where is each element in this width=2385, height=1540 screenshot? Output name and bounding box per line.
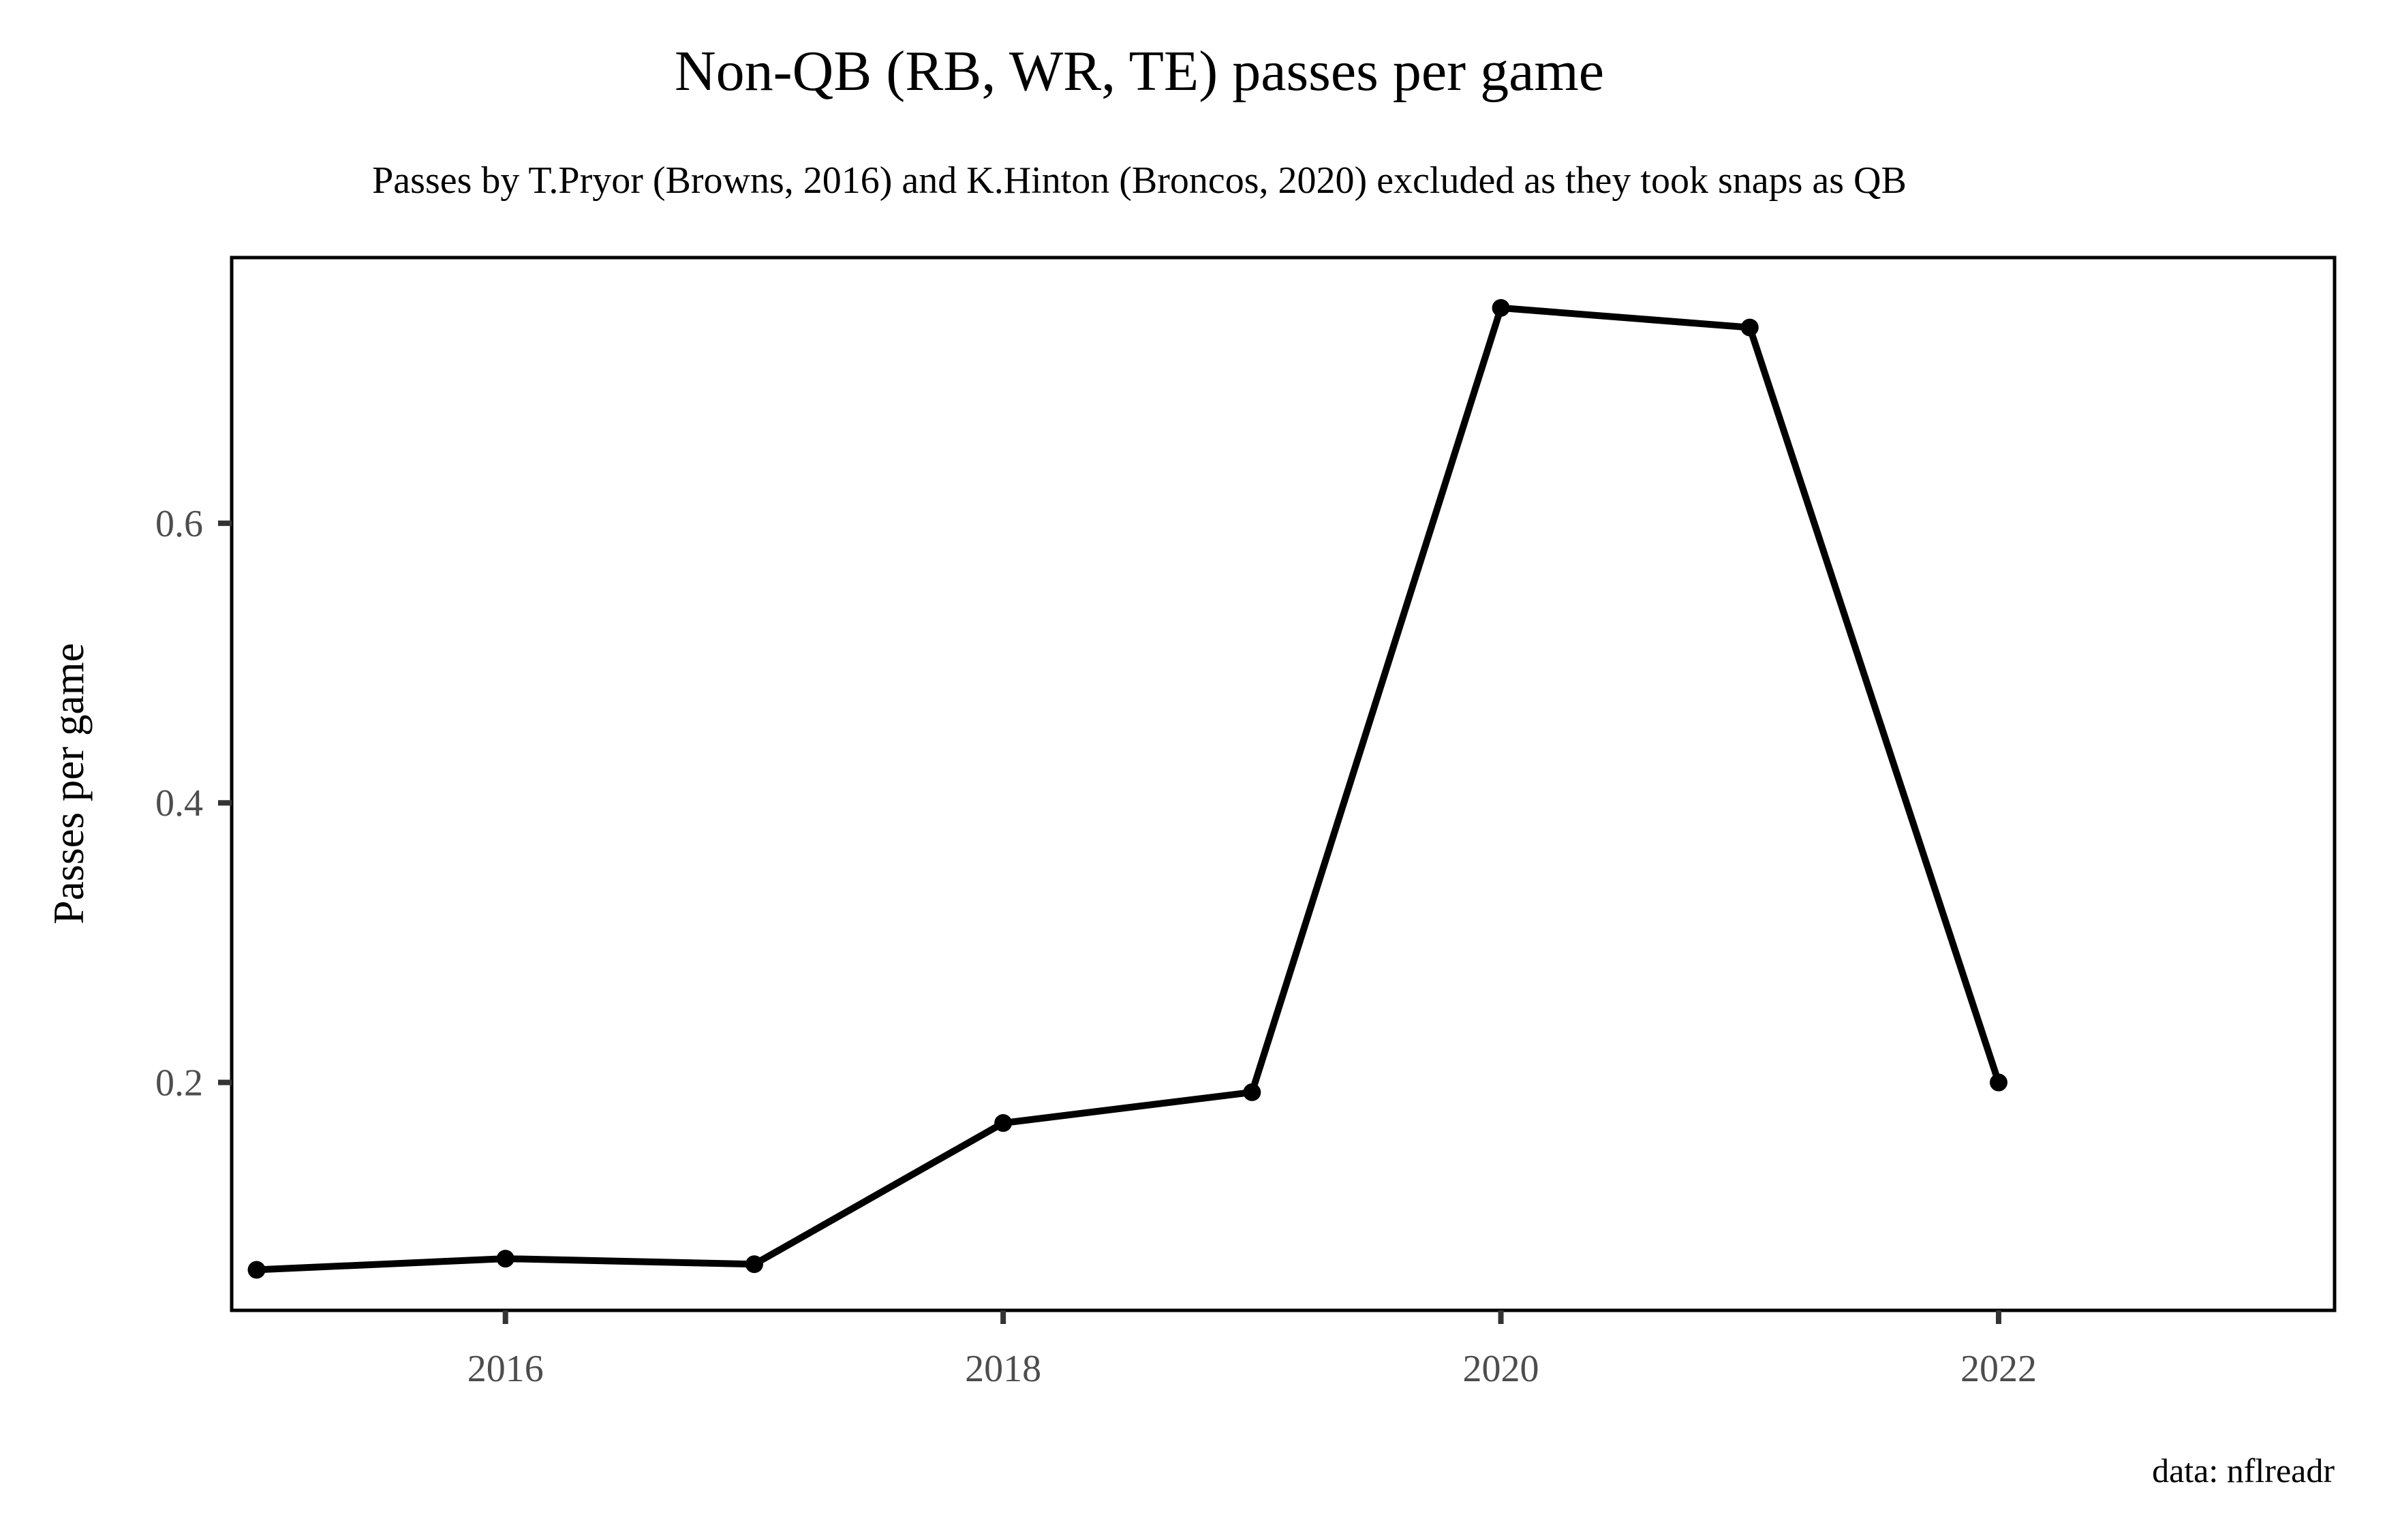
y-tick-label: 0.4 — [155, 782, 203, 825]
data-point — [1492, 298, 1510, 317]
data-point — [496, 1250, 514, 1268]
chart-subtitle: Passes by T.Pryor (Browns, 2016) and K.H… — [372, 159, 1907, 202]
data-point — [1243, 1083, 1261, 1101]
x-tick-label: 2020 — [1463, 1348, 1539, 1390]
series-group — [247, 298, 2007, 1279]
plot-panel — [230, 256, 2337, 1312]
x-axis: 2016 2018 2020 2022 — [467, 1310, 2037, 1390]
y-axis-title: Passes per game — [45, 643, 93, 925]
y-tick-label: 0.2 — [155, 1062, 203, 1105]
series-line — [253, 304, 2002, 1274]
x-tick-label: 2022 — [1960, 1348, 2037, 1390]
x-tick-label: 2018 — [965, 1348, 1041, 1390]
data-point — [1989, 1073, 2007, 1092]
y-axis: 0.2 0.4 0.6 — [155, 503, 232, 1105]
chart-title: Non-QB (RB, WR, TE) passes per game — [675, 40, 1604, 103]
chart-caption: data: nflreadr — [2152, 1451, 2335, 1490]
x-tick-label: 2016 — [467, 1348, 544, 1390]
data-point — [247, 1261, 266, 1279]
data-point — [745, 1255, 763, 1274]
data-point — [994, 1114, 1013, 1133]
data-point — [1740, 318, 1759, 337]
y-tick-label: 0.6 — [155, 503, 203, 545]
